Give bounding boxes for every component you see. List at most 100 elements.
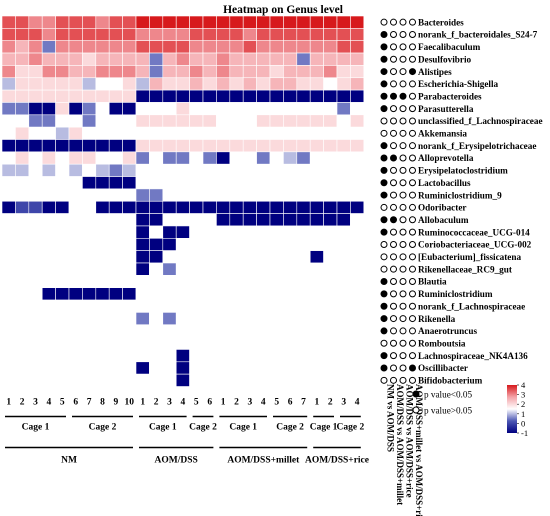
heatmap-cell <box>149 151 164 165</box>
heatmap-cell <box>323 213 338 227</box>
heatmap-cell <box>15 28 30 42</box>
heatmap-cell <box>216 225 231 239</box>
heatmap-cell <box>68 163 83 177</box>
heatmap-cell <box>350 225 365 239</box>
heatmap-cell <box>175 287 190 301</box>
heatmap-cell <box>82 163 97 177</box>
heatmap-cell <box>175 262 190 276</box>
heatmap-cell <box>28 200 43 214</box>
heatmap-cell <box>350 275 365 289</box>
heatmap-cell <box>68 213 83 227</box>
heatmap-cell <box>108 324 123 338</box>
heatmap-cell <box>242 238 257 251</box>
heatmap-cell <box>68 225 83 239</box>
nonsignificant-dot <box>409 376 416 384</box>
heatmap-cell <box>122 15 137 29</box>
heatmap-cell <box>82 373 97 387</box>
heatmap-cell <box>41 287 56 301</box>
heatmap-cell <box>229 28 244 42</box>
nonsignificant-dot <box>380 18 388 26</box>
heatmap-cell <box>82 28 97 42</box>
heatmap-cell <box>216 163 231 177</box>
heatmap-cell <box>135 52 150 66</box>
heatmap-cell <box>175 126 190 140</box>
heatmap-cell <box>55 361 70 375</box>
nonsignificant-dot <box>390 364 397 372</box>
heatmap-cell <box>296 77 311 91</box>
heatmap-cell <box>28 65 43 79</box>
heatmap-cell <box>122 65 137 79</box>
heatmap-cell <box>283 77 298 91</box>
row-label: Alloprevotella <box>418 153 474 163</box>
heatmap-cell <box>15 336 30 350</box>
heatmap-cell <box>149 40 164 54</box>
heatmap-cell <box>175 151 190 165</box>
heatmap-cell <box>350 324 365 338</box>
heatmap-cell <box>269 312 284 326</box>
heatmap-cell <box>149 188 164 202</box>
significant-dot <box>380 302 388 310</box>
heatmap-cell <box>149 176 164 190</box>
heatmap-cell <box>108 275 123 289</box>
heatmap-cell <box>296 324 311 338</box>
heatmap-cell <box>216 336 231 350</box>
heatmap-cell <box>135 163 150 177</box>
heatmap-cell <box>1 15 16 29</box>
heatmap-cell <box>95 200 110 214</box>
heatmap-cell <box>336 200 351 214</box>
heatmap-cell <box>108 299 123 313</box>
heatmap-cell <box>162 188 177 202</box>
heatmap-cell <box>95 52 110 66</box>
heatmap-cell <box>283 287 298 301</box>
heatmap-cell <box>15 213 30 227</box>
significant-dot <box>380 278 388 286</box>
nonsignificant-dot <box>409 129 416 137</box>
heatmap-cell <box>242 213 257 227</box>
nonsignificant-dot <box>390 327 397 335</box>
subgroup-label: Cage 2 <box>337 423 365 433</box>
nonsignificant-dot <box>390 191 397 199</box>
heatmap-cell <box>122 151 137 165</box>
heatmap-cell <box>55 250 70 264</box>
heatmap-cell <box>55 275 70 289</box>
heatmap-cell <box>229 15 244 29</box>
heatmap-cell <box>336 275 351 289</box>
heatmap-cell <box>95 238 110 251</box>
column-label: 3 <box>341 398 346 408</box>
column-label: 8 <box>100 398 105 408</box>
column-label: 2 <box>328 398 333 408</box>
nonsignificant-dot <box>409 154 416 162</box>
nonsignificant-dot <box>390 278 397 286</box>
heatmap-cell <box>135 77 150 91</box>
heatmap-cell <box>68 15 83 29</box>
row-label: Lachnospiraceae_NK4A136 <box>418 351 528 361</box>
heatmap-cell <box>68 250 83 264</box>
significant-dot <box>390 92 397 100</box>
heatmap-cell <box>202 262 217 276</box>
heatmap-cell <box>189 299 204 313</box>
heatmap-cell <box>162 225 177 239</box>
nonsignificant-dot <box>390 376 397 384</box>
nonsignificant-dot <box>399 80 407 88</box>
heatmap-cell <box>41 238 56 251</box>
heatmap-cell <box>135 213 150 227</box>
heatmap-cell <box>283 213 298 227</box>
heatmap-cell <box>15 324 30 338</box>
heatmap-cell <box>229 40 244 54</box>
heatmap-cell <box>122 40 137 54</box>
heatmap-cell <box>41 40 56 54</box>
nonsignificant-dot <box>399 228 407 236</box>
heatmap-cell <box>323 373 338 387</box>
heatmap-cell <box>108 139 123 153</box>
heatmap-cell <box>28 238 43 251</box>
heatmap-cell <box>269 200 284 214</box>
heatmap-cell <box>256 163 271 177</box>
nonsignificant-dot <box>399 364 407 372</box>
heatmap-cell <box>135 28 150 42</box>
heatmap-cell <box>229 324 244 338</box>
heatmap-cell <box>68 275 83 289</box>
heatmap-cell <box>162 275 177 289</box>
heatmap-cell <box>336 324 351 338</box>
heatmap-cell <box>296 250 311 264</box>
heatmap-cell <box>269 213 284 227</box>
